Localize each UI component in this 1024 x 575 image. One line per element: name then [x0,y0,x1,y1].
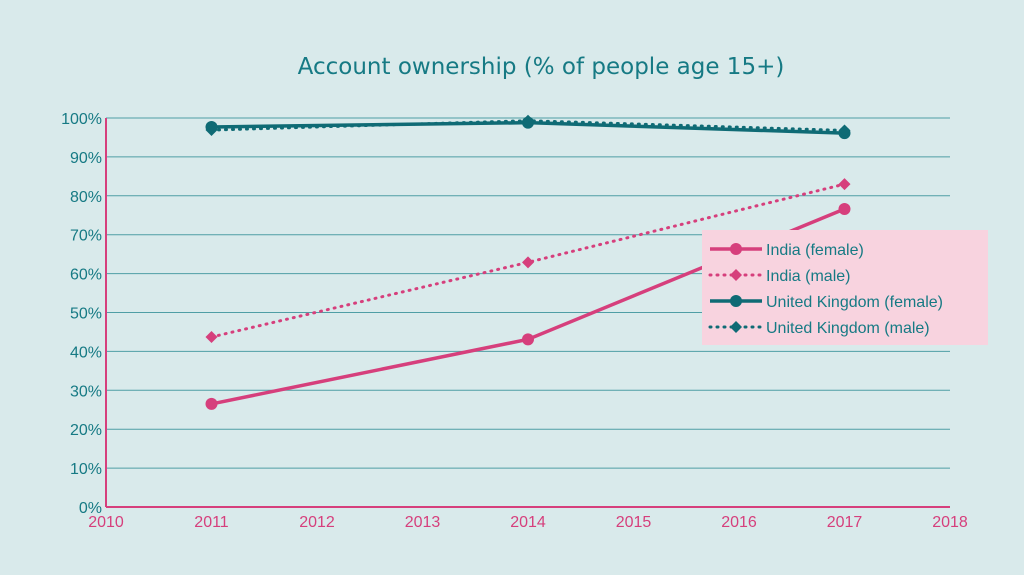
legend-label: India (male) [766,268,850,285]
legend-marker [730,321,742,333]
data-point [205,124,218,137]
gridlines [106,117,950,469]
y-tick-label: 30% [70,383,102,400]
legend-marker [730,295,742,307]
x-tick-label: 2017 [827,514,863,531]
legend-label: United Kingdom (male) [766,320,930,337]
legend-label: United Kingdom (female) [766,294,943,311]
y-tick-label: 40% [70,344,102,361]
y-tick-label: 50% [70,306,102,323]
chart-title: Account ownership (% of people age 15+) [298,54,785,80]
legend-label: India (female) [766,242,864,259]
x-tick-label: 2012 [299,514,335,531]
data-point [522,256,534,269]
data-point [522,333,534,346]
x-tick-label: 2018 [932,514,968,531]
x-tick-label: 2015 [616,514,652,531]
series-1 [205,178,851,344]
legend: India (female) India (male) United Kingdom… [702,230,988,345]
y-tick-label: 60% [70,267,102,284]
x-tick-label: 2013 [405,514,441,531]
x-tick-label: 2016 [721,514,757,531]
y-tick-label: 20% [70,422,102,439]
legend-item: United Kingdom (male) [708,320,930,337]
legend-item: India (female) [710,242,864,259]
data-point [205,331,218,344]
x-tick-label: 2011 [194,514,229,531]
data-point [838,203,851,216]
legend-marker [730,243,742,255]
y-tick-label: 0% [79,500,102,517]
data-point [838,124,851,137]
x-tick-label: 2014 [510,514,546,531]
legend-marker [730,269,742,281]
legend-item: United Kingdom (female) [710,294,943,311]
legend-item: India (male) [708,268,850,285]
data-point [838,178,851,191]
y-tick-label: 10% [70,461,102,478]
y-tick-label: 80% [70,189,102,206]
series-3 [205,114,851,137]
data-point [522,114,534,127]
x-tick-label: 2010 [88,514,124,531]
tick-labels: 0% 10% 20% 30% 40% 50% 60% 70% 80% 90% 100% 2010 201… [61,111,968,531]
y-tick-label: 70% [70,228,102,245]
y-tick-label: 90% [70,150,102,167]
axes [105,118,950,508]
data-point [205,397,218,410]
y-tick-label: 100% [61,111,102,128]
